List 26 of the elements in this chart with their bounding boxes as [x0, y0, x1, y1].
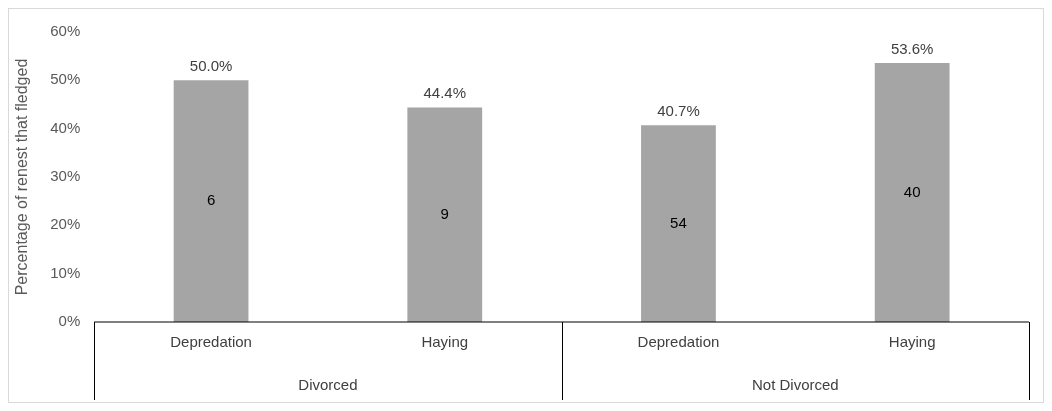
x-tick-label: Haying: [421, 333, 469, 351]
x-tick-label: Haying: [888, 333, 936, 351]
y-axis-title: Percentage of renest that fledged: [13, 58, 31, 296]
data-label: 53.6%: [890, 39, 934, 57]
annotation: 9: [440, 204, 449, 222]
annotation: 40: [903, 182, 921, 200]
text: Divorced: [298, 376, 358, 394]
y-tick-label: 50%: [50, 70, 81, 88]
annotation: 6: [206, 191, 216, 209]
data-label: 50.0%: [189, 56, 233, 74]
bar: [407, 107, 483, 322]
bar: [173, 80, 249, 322]
y-tick-label: 20%: [50, 215, 81, 233]
y-tick-label: 0%: [58, 312, 81, 330]
y-tick-label: 10%: [50, 263, 81, 281]
bar: [641, 125, 716, 322]
y-tick-label: 60%: [50, 22, 81, 40]
y-tick-label: 40%: [50, 118, 81, 136]
x-tick-label: Depredation: [170, 333, 252, 351]
data-label: 40.7%: [657, 101, 700, 119]
x-tick-label: Depredation: [637, 333, 720, 351]
text: Not Divorced: [751, 376, 839, 394]
data-label: 44.4%: [423, 84, 467, 102]
annotation: 54: [670, 213, 687, 231]
y-tick-label: 30%: [50, 167, 81, 185]
bar: [874, 62, 950, 322]
